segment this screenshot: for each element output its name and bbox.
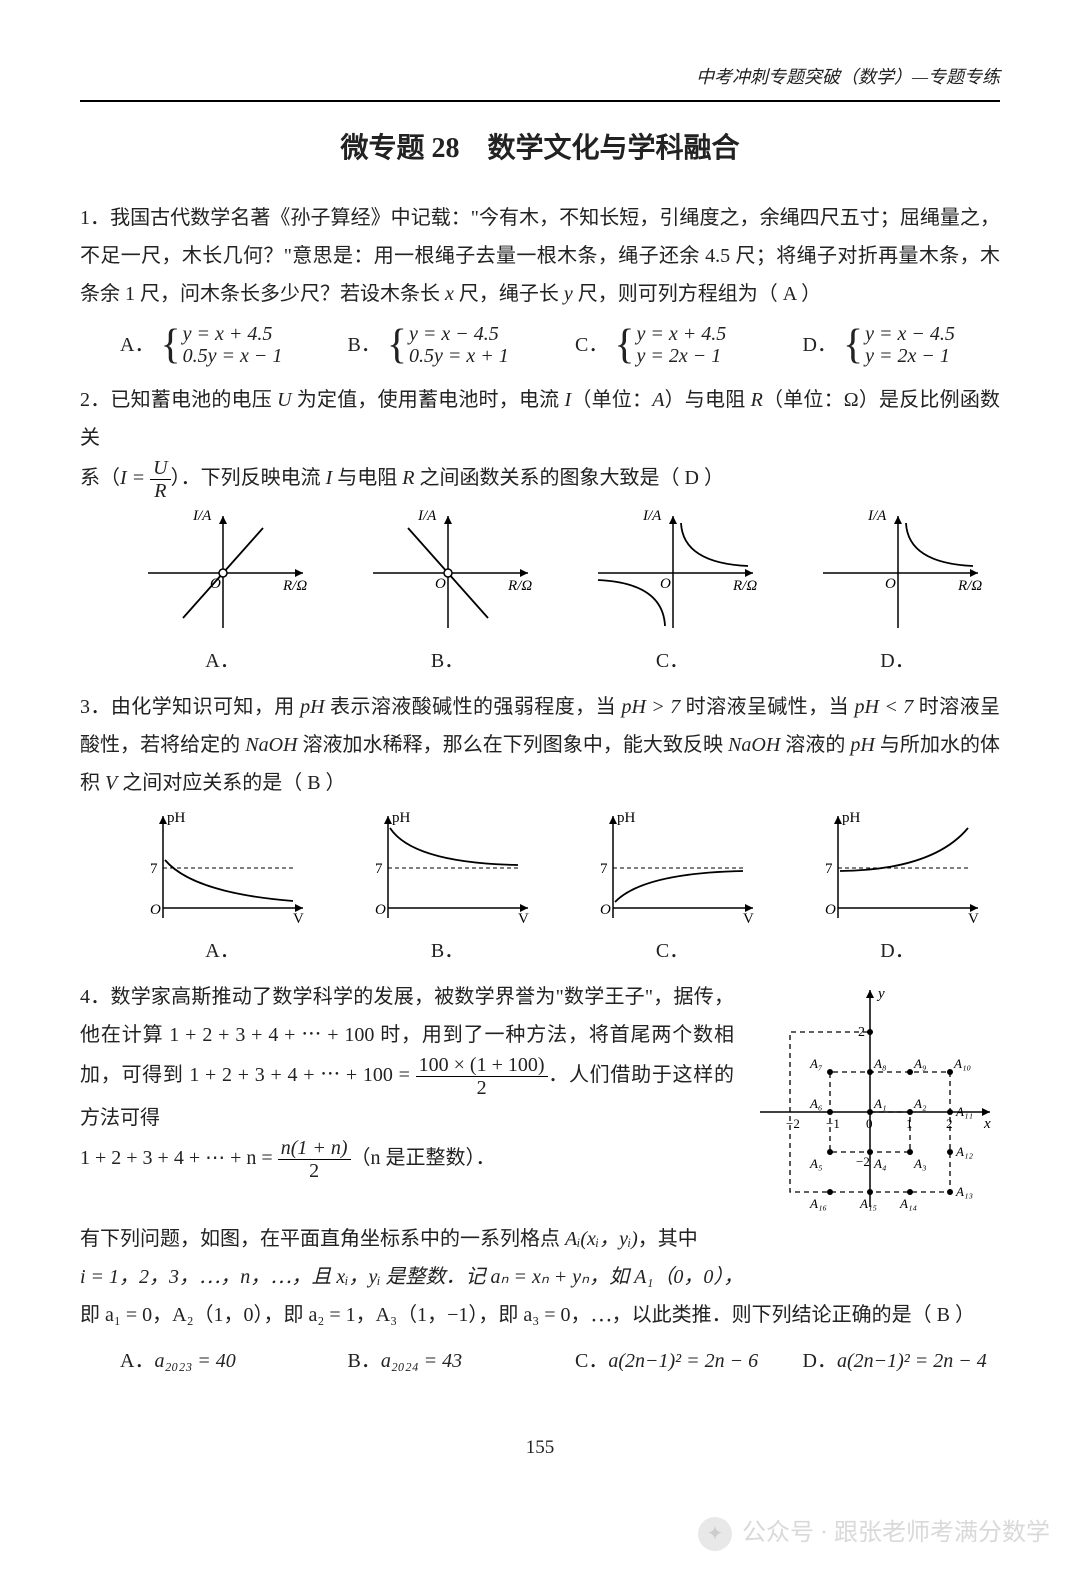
svg-text:V: V: [743, 911, 754, 927]
svg-text:7: 7: [825, 861, 833, 877]
svg-text:V: V: [293, 911, 304, 927]
svg-text:R/Ω: R/Ω: [507, 578, 532, 594]
svg-text:O: O: [150, 902, 161, 918]
q1-opt-d: D． {y = x − 4.5y = 2x − 1: [803, 323, 1001, 367]
q1-number: 1．: [80, 207, 110, 229]
q3-graph-c: pH V O 7 C．: [570, 808, 775, 970]
svg-text:V: V: [968, 911, 979, 927]
wechat-icon: ✦: [698, 1517, 732, 1551]
svg-text:V: V: [518, 911, 529, 927]
q1-opt-a: A． {y = x + 4.50.5y = x − 1: [120, 323, 318, 367]
svg-text:−2: −2: [786, 1116, 800, 1131]
q4-opt-c: C．a(2n−1)² = 2n − 6: [575, 1342, 773, 1380]
watermark: ✦ 公众号 · 跟张老师考满分数学: [698, 1511, 1050, 1557]
q4-opt-a: A．a₂₀₂₃ = 40: [120, 1342, 318, 1380]
svg-text:A₄: A₄: [873, 1156, 887, 1171]
q2-graph-c: I/A R/Ω O C．: [570, 508, 775, 680]
q4-opt-b: B．a₂₀₂₄ = 43: [348, 1342, 546, 1380]
svg-text:−2: −2: [856, 1154, 870, 1169]
question-4: y x 2 −2 −1 0 1 2 A₁ A₂ A₃ A₄ A₅ A₆ A₇ A…: [80, 978, 1000, 1334]
svg-text:2: 2: [858, 1025, 865, 1040]
svg-text:O: O: [660, 576, 671, 592]
q3-number: 3．: [80, 696, 111, 718]
q4-opt-d: D．a(2n−1)² = 2n − 4: [803, 1342, 1001, 1380]
q1-opt-c: C． {y = x + 4.5y = 2x − 1: [575, 323, 773, 367]
q4-options: A．a₂₀₂₃ = 40 B．a₂₀₂₄ = 43 C．a(2n−1)² = 2…: [120, 1342, 1000, 1380]
svg-text:pH: pH: [392, 810, 411, 826]
svg-text:O: O: [885, 576, 896, 592]
svg-text:A₈: A₈: [873, 1056, 887, 1071]
svg-text:O: O: [600, 902, 611, 918]
q4-number: 4．: [80, 986, 110, 1008]
svg-text:A₁₄: A₁₄: [899, 1196, 917, 1211]
question-1: 1．我国古代数学名著《孙子算经》中记载："今有木，不知长短，引绳度之，余绳四尺五…: [80, 199, 1000, 313]
svg-text:pH: pH: [167, 810, 186, 826]
svg-text:A₂: A₂: [913, 1096, 927, 1111]
section-title: 微专题 28 数学文化与学科融合: [80, 122, 1000, 175]
svg-text:y: y: [876, 986, 885, 1002]
q3-graph-d: pH V O 7 D．: [795, 808, 1000, 970]
svg-text:2: 2: [946, 1116, 953, 1131]
svg-text:−1: −1: [826, 1116, 840, 1131]
svg-text:7: 7: [600, 861, 608, 877]
svg-text:A₇: A₇: [809, 1056, 823, 1071]
page-number: 155: [80, 1430, 1000, 1466]
svg-text:A₁₁: A₁₁: [955, 1104, 973, 1119]
svg-text:A₁₀: A₁₀: [953, 1056, 971, 1071]
svg-text:O: O: [375, 902, 386, 918]
q1-options: A． {y = x + 4.50.5y = x − 1 B． {y = x − …: [120, 323, 1000, 367]
question-2: 2．已知蓄电池的电压 U 为定值，使用蓄电池时，电流 I（单位：A）与电阻 R（…: [80, 381, 1000, 502]
svg-text:A₃: A₃: [913, 1156, 926, 1171]
svg-text:A₁₃: A₁₃: [955, 1184, 973, 1199]
q3-graph-b: pH V O 7 B．: [345, 808, 550, 970]
question-3: 3．由化学知识可知，用 pH 表示溶液酸碱性的强弱程度，当 pH > 7 时溶液…: [80, 688, 1000, 802]
svg-text:I/A: I/A: [867, 508, 887, 524]
svg-text:O: O: [825, 902, 836, 918]
svg-text:A₁: A₁: [873, 1096, 886, 1111]
q2-number: 2．: [80, 389, 110, 411]
q2-graph-b: I/A R/Ω O B．: [345, 508, 550, 680]
svg-text:O: O: [210, 576, 221, 592]
q3-graphs: pH V O 7 A． pH V O 7 B． pH V O 7: [120, 808, 1000, 970]
q1-opt-b: B． {y = x − 4.50.5y = x + 1: [348, 323, 546, 367]
page-header: 中考冲刺专题突破（数学）—专题专练: [80, 60, 1000, 94]
svg-text:A₁₂: A₁₂: [955, 1144, 973, 1159]
q2-graphs: I/A R/Ω O A． I/A R/Ω O B． I/A R/Ω O C．: [120, 508, 1000, 680]
svg-text:pH: pH: [617, 810, 636, 826]
svg-text:x: x: [983, 1116, 991, 1132]
svg-text:1: 1: [906, 1116, 913, 1131]
svg-text:7: 7: [150, 861, 158, 877]
svg-text:pH: pH: [842, 810, 861, 826]
q4-figure: y x 2 −2 −1 0 1 2 A₁ A₂ A₃ A₄ A₅ A₆ A₇ A…: [750, 982, 1000, 1230]
q2-graph-d: I/A R/Ω O D．: [795, 508, 1000, 680]
svg-text:I/A: I/A: [642, 508, 662, 524]
q3-graph-a: pH V O 7 A．: [120, 808, 325, 970]
svg-text:A₉: A₉: [913, 1056, 926, 1071]
svg-text:R/Ω: R/Ω: [282, 578, 307, 594]
svg-text:7: 7: [375, 861, 383, 877]
svg-text:O: O: [435, 576, 446, 592]
svg-text:R/Ω: R/Ω: [732, 578, 757, 594]
svg-text:A₅: A₅: [809, 1156, 822, 1171]
svg-text:I/A: I/A: [192, 508, 212, 524]
svg-text:0: 0: [866, 1116, 873, 1131]
svg-text:A₆: A₆: [809, 1096, 822, 1111]
svg-text:A₁₆: A₁₆: [809, 1196, 827, 1211]
header-rule: [80, 100, 1000, 102]
svg-text:R/Ω: R/Ω: [957, 578, 982, 594]
svg-text:I/A: I/A: [417, 508, 437, 524]
q2-graph-a: I/A R/Ω O A．: [120, 508, 325, 680]
svg-text:A₁₅: A₁₅: [859, 1196, 877, 1211]
